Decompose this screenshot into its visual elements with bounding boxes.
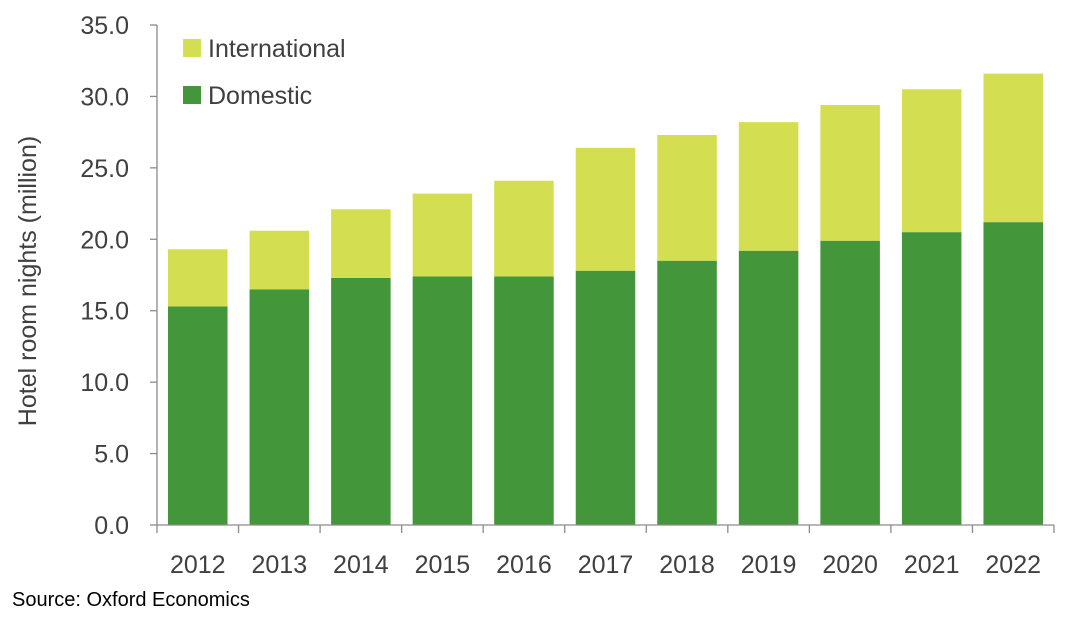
x-tick-label: 2014 bbox=[333, 551, 389, 579]
x-tick-label: 2017 bbox=[578, 551, 634, 579]
legend-label-domestic: Domestic bbox=[208, 82, 312, 110]
bars bbox=[168, 73, 1043, 525]
x-tick-label: 2012 bbox=[170, 551, 226, 579]
bar-domestic-2019 bbox=[738, 250, 799, 525]
legend: International Domestic bbox=[183, 35, 346, 110]
x-tick-label: 2019 bbox=[741, 551, 797, 579]
bar-international-2021 bbox=[901, 89, 962, 233]
x-tick-label: 2013 bbox=[252, 551, 308, 579]
bar-international-2016 bbox=[494, 180, 554, 277]
bar-international-2020 bbox=[820, 105, 880, 241]
bar-domestic-2017 bbox=[575, 270, 636, 525]
y-axis-title-group: Hotel room nights (million) bbox=[14, 136, 42, 426]
x-tick-label: 2020 bbox=[822, 551, 878, 579]
bar-international-2019 bbox=[738, 122, 799, 251]
bar-international-2012 bbox=[168, 249, 228, 307]
y-axis-title: Hotel room nights (million) bbox=[14, 136, 42, 426]
bar-international-2018 bbox=[657, 135, 717, 261]
x-tick-label: 2015 bbox=[415, 551, 471, 579]
bar-international-2015 bbox=[412, 193, 473, 277]
legend-swatch-international bbox=[183, 39, 201, 57]
x-tick-label: 2016 bbox=[496, 551, 552, 579]
y-tick-label: 30.0 bbox=[80, 83, 129, 111]
y-tick-label: 5.0 bbox=[94, 441, 129, 469]
y-tick-label: 10.0 bbox=[80, 369, 129, 397]
bar-domestic-2022 bbox=[983, 222, 1043, 525]
bar-international-2014 bbox=[331, 209, 391, 278]
bar-international-2022 bbox=[983, 73, 1043, 223]
bar-domestic-2021 bbox=[901, 232, 962, 525]
y-tick-label: 0.0 bbox=[94, 512, 129, 540]
bar-domestic-2016 bbox=[494, 276, 554, 525]
y-tick-label: 20.0 bbox=[80, 226, 129, 254]
bar-domestic-2015 bbox=[412, 276, 473, 525]
source-note: Source: Oxford Economics bbox=[12, 589, 250, 611]
bar-domestic-2013 bbox=[249, 289, 310, 525]
bar-international-2013 bbox=[249, 230, 310, 290]
x-tick-label: 2021 bbox=[904, 551, 960, 579]
y-axis: 0.0 5.0 10.0 15.0 20.0 25.0 30.0 35.0 bbox=[80, 12, 158, 540]
bar-domestic-2018 bbox=[657, 260, 717, 525]
bar-domestic-2014 bbox=[331, 277, 391, 525]
y-tick-label: 25.0 bbox=[80, 155, 129, 183]
bar-international-2017 bbox=[575, 147, 636, 271]
x-tick-label: 2022 bbox=[985, 551, 1041, 579]
legend-swatch-domestic bbox=[183, 86, 201, 104]
y-tick-label: 15.0 bbox=[80, 298, 129, 326]
bar-domestic-2012 bbox=[168, 306, 228, 525]
legend-label-international: International bbox=[208, 35, 346, 63]
y-tick-label: 35.0 bbox=[80, 12, 129, 40]
bar-domestic-2020 bbox=[820, 240, 880, 525]
x-tick-label: 2018 bbox=[659, 551, 715, 579]
x-axis: 2012 2013 2014 2015 2016 2017 2018 2019 2020 2021… bbox=[156, 524, 1055, 579]
